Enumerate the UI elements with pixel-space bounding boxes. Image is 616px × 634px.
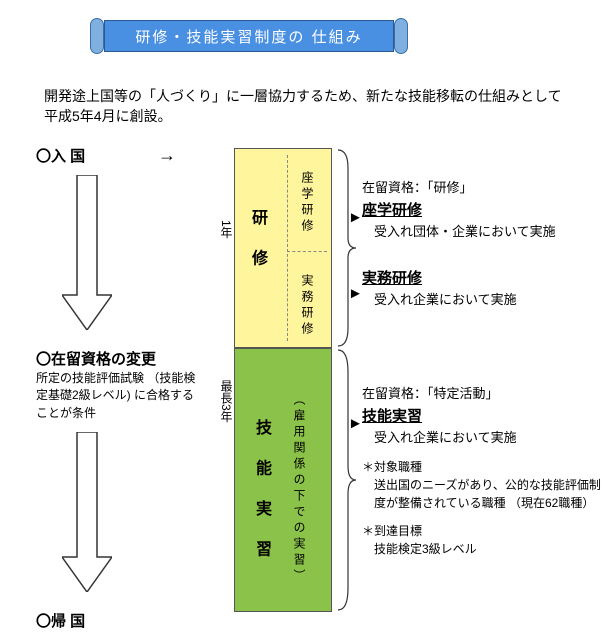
right-arrow-2-icon: ►: [348, 285, 363, 302]
duration-1yr: 1年: [218, 220, 235, 239]
jisshu-block: 技 能 実 習 （雇用関係の下での実習）: [234, 348, 332, 612]
stage-change-desc: 所定の技能評価試験 （技能検定基礎2級レベル) に合格することが条件: [36, 370, 201, 422]
note2-body: 技能検定3級レベル: [374, 540, 612, 558]
page-title: 研修・技能実習制度の 仕組み: [104, 20, 394, 52]
ginou-desc: 受入れ企業において実施: [374, 428, 612, 448]
jisshu-main-label: 技 能 実 習: [249, 419, 273, 566]
zagaku-title: 座学研修: [362, 200, 612, 223]
ginou-title: 技能実習: [362, 406, 612, 429]
jitsumu-desc: 受入れ企業において実施: [374, 290, 612, 310]
jisshu-sub-label: （雇用関係の下での実習）: [291, 393, 308, 585]
kenshu-detail: 在留資格：「研修」 座学研修 受入れ団体・企業において実施 実務研修 受入れ企業…: [362, 178, 612, 310]
intro-text: 開発途上国等の「人づくり」に一層協力するため、新たな技能移転の仕組みとして平成5…: [44, 86, 574, 127]
right-arrow-3-icon: ►: [348, 415, 363, 432]
scroll-left-icon: [90, 18, 104, 54]
stage-entry: 〇入 国: [36, 145, 85, 166]
duration-3yr: 最長3年: [218, 380, 235, 423]
jisshu-detail: 在留資格：「特定活動」 技能実習 受入れ企業において実施 ＊対象職種 送出国のニ…: [362, 384, 612, 558]
zagaku-desc: 受入れ団体・企業において実施: [374, 222, 612, 242]
title-banner: 研修・技能実習制度の 仕組み: [90, 18, 408, 54]
scroll-right-icon: [394, 18, 408, 54]
divider-horizontal: [287, 251, 327, 252]
note2-head: ＊到達目標: [362, 522, 612, 540]
down-arrow-1-icon: [62, 175, 112, 330]
kenshu-sub2-label: 実務研修: [299, 274, 316, 338]
brace-1yr-icon: [336, 148, 358, 348]
stage-return: 〇帰 国: [36, 610, 85, 631]
kenshu-block: 研 修 座学研修 実務研修: [234, 148, 332, 348]
note1-body: 送出国のニーズがあり、公的な技能評価制度が整備されている職種 （現在62職種）: [374, 476, 612, 512]
kenshu-qualification: 在留資格：「研修」: [362, 178, 612, 198]
jisshu-qualification: 在留資格：「特定活動」: [362, 384, 612, 404]
brace-3yr-icon: [336, 348, 358, 612]
down-arrow-2-icon: [62, 432, 112, 592]
kenshu-main-label: 研 修: [245, 209, 269, 275]
divider-vertical: [287, 155, 288, 341]
kenshu-sub1-label: 座学研修: [299, 171, 316, 235]
stage-change: 〇在留資格の変更: [36, 348, 156, 369]
note1-head: ＊対象職種: [362, 458, 612, 476]
arrow-right-small-icon: →: [158, 145, 176, 166]
jitsumu-title: 実務研修: [362, 268, 612, 291]
right-arrow-1-icon: ►: [348, 209, 363, 226]
